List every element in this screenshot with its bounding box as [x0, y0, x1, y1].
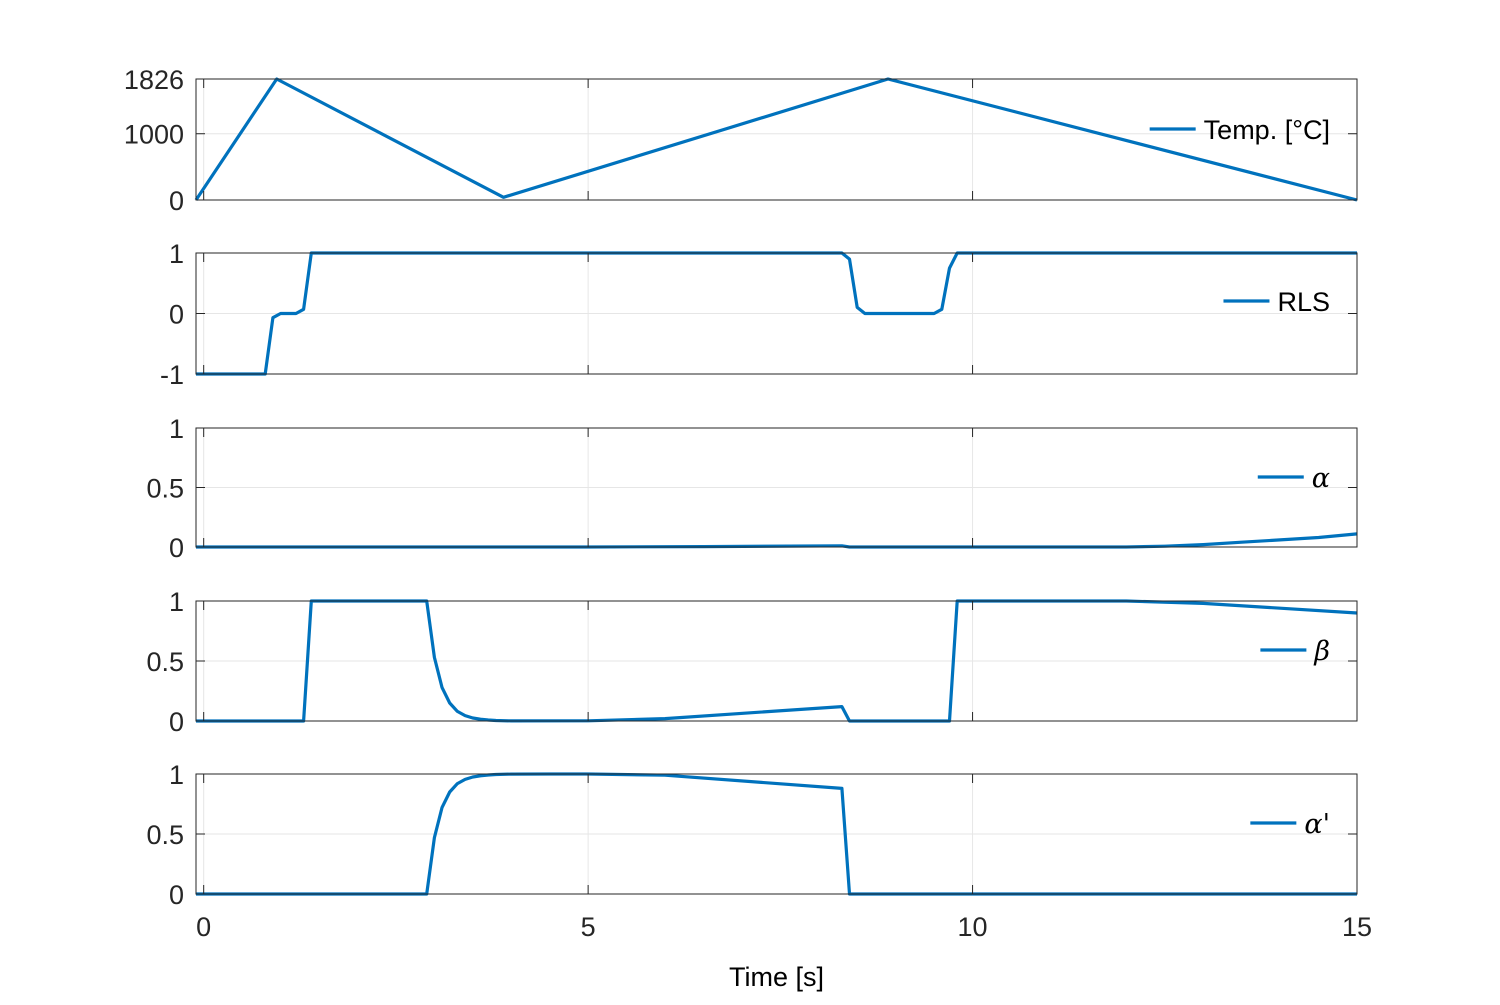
subplot-1: 0 1000 1826 Temp. [°C]	[124, 65, 1358, 216]
y-tick-label: 1000	[124, 120, 184, 150]
y-tick-label: 1	[169, 414, 184, 444]
x-tick-label: 0	[196, 912, 211, 942]
subplot-4: 0 0.5 1 β	[146, 587, 1358, 737]
y-tick-label: 1826	[124, 65, 184, 95]
series-line	[196, 251, 1357, 376]
legend-label: RLS	[1277, 287, 1330, 317]
series-line	[194, 77, 1358, 202]
series-line	[196, 772, 1357, 896]
y-tick-label: 0.5	[146, 474, 184, 504]
axes-box	[195, 78, 1358, 201]
legend-label: Temp. [°C]	[1204, 115, 1330, 145]
legend: α'	[1250, 809, 1330, 840]
y-tick-label: 1	[169, 760, 184, 790]
x-tick-label: 5	[581, 912, 596, 942]
legend: RLS	[1223, 287, 1330, 317]
y-tick-label: 0.5	[146, 647, 184, 677]
legend: Temp. [°C]	[1149, 115, 1330, 145]
y-tick-label: 0	[169, 533, 184, 563]
x-tick-label: 10	[958, 912, 988, 942]
y-tick-label: 0.5	[146, 820, 184, 850]
y-tick-label: 0	[169, 880, 184, 910]
y-tick-label: 1	[169, 239, 184, 269]
y-tick-label: 1	[169, 587, 184, 617]
subplot-2: -1 0 1 RLS	[160, 239, 1358, 390]
y-tick-label: 0	[169, 186, 184, 216]
plot-area	[196, 79, 1357, 200]
legend: α	[1257, 463, 1330, 494]
legend-label: β	[1313, 636, 1330, 667]
y-tick-label: 0	[169, 707, 184, 737]
legend-label: α	[1312, 463, 1330, 494]
legend: β	[1260, 636, 1330, 667]
x-axis-label: Time [s]	[729, 962, 824, 992]
legend-label: α'	[1304, 809, 1330, 840]
y-tick-label: 0	[169, 300, 184, 330]
y-tick-label: -1	[160, 360, 184, 390]
x-tick-label: 15	[1342, 912, 1372, 942]
subplot-3: 0 0.5 1 α	[146, 414, 1358, 563]
